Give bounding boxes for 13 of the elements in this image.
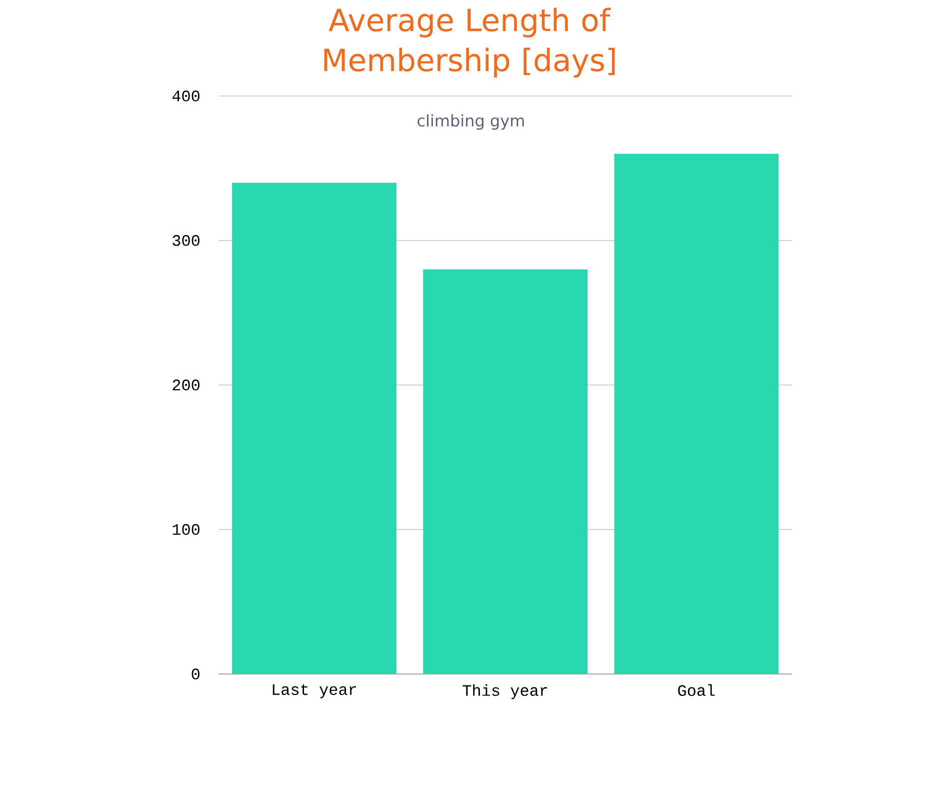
y-tick-label: 200 <box>172 380 200 390</box>
x-tick-label: Last year <box>272 684 356 698</box>
y-tick-label: 300 <box>172 235 200 246</box>
y-tick-label: 400 <box>172 90 200 102</box>
y-tick-label: 0 <box>192 668 200 680</box>
bar <box>232 182 396 674</box>
text: climbing gym <box>418 114 524 130</box>
chart-title: Average Length of Membership [days] <box>324 8 615 78</box>
x-tick-label: Goal <box>678 684 715 696</box>
y-tick-label: 100 <box>172 524 200 535</box>
x-tick-label: This year <box>462 684 548 700</box>
bar <box>423 269 588 674</box>
bar <box>614 154 779 674</box>
